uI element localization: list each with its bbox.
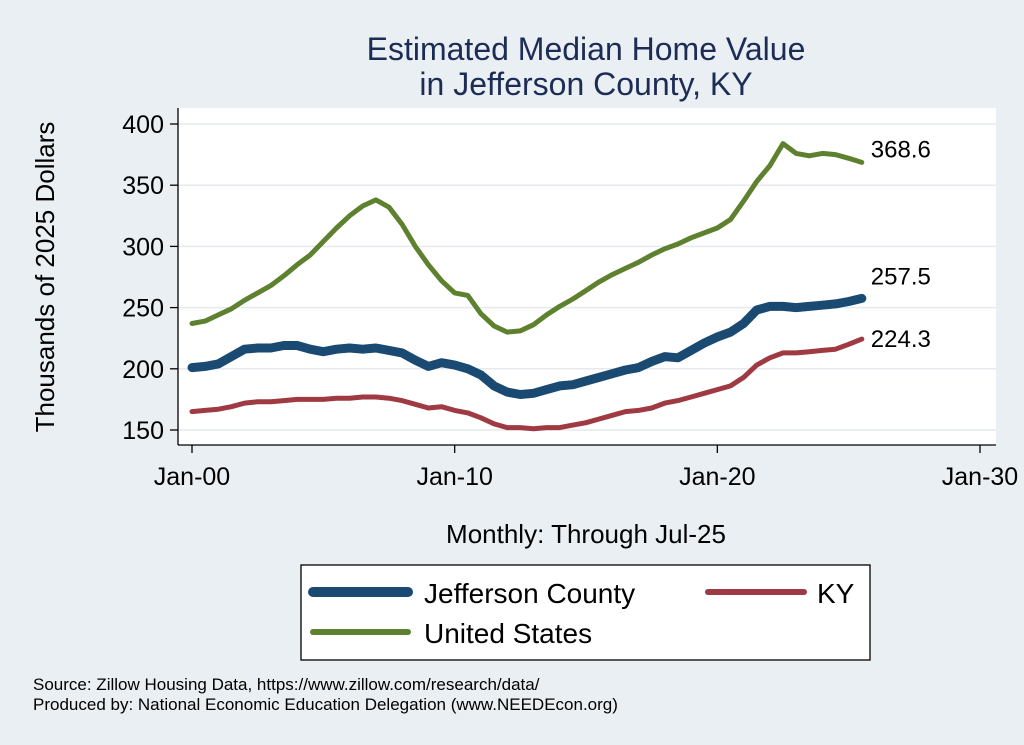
end-labels: 257.5 224.3 368.6 <box>871 136 931 353</box>
x-tick-label-jan-00: Jan-00 <box>154 463 230 491</box>
series-line-united-states <box>189 141 865 335</box>
chart-title-line-2: in Jefferson County, KY <box>419 66 752 102</box>
legend-box <box>300 564 871 661</box>
series-layer <box>187 141 867 432</box>
y-tick-label-400: 400 <box>122 111 164 139</box>
legend: Jefferson County KY United States <box>300 564 871 661</box>
gridlines <box>178 123 996 431</box>
legend-label-united-states: United States <box>424 618 592 649</box>
y-axis-title: Thousands of 2025 Dollars <box>30 122 60 433</box>
series-line-jefferson-county <box>187 293 867 399</box>
x-tick-label-jan-20: Jan-20 <box>679 463 755 491</box>
chart-title-line-1: Estimated Median Home Value <box>367 31 806 67</box>
x-axis-ticks: Jan-00 Jan-10 Jan-20 Jan-30 <box>154 445 1018 491</box>
y-tick-label-150: 150 <box>122 417 164 445</box>
end-label-united-states: 368.6 <box>871 136 931 163</box>
end-label-ky: 224.3 <box>871 326 931 353</box>
legend-label-jefferson-county: Jefferson County <box>424 578 635 609</box>
legend-label-ky: KY <box>817 578 855 609</box>
y-tick-label-300: 300 <box>122 233 164 261</box>
y-axis-ticks: 150 200 250 300 350 400 <box>122 111 178 445</box>
y-tick-label-350: 350 <box>122 172 164 200</box>
end-label-jefferson-county: 257.5 <box>871 263 931 290</box>
x-tick-label-jan-10: Jan-10 <box>416 463 492 491</box>
producer-note: Produced by: National Economic Education… <box>33 695 618 714</box>
y-tick-label-250: 250 <box>122 295 164 323</box>
x-axis-title: Monthly: Through Jul-25 <box>446 519 726 549</box>
x-tick-label-jan-30: Jan-30 <box>942 463 1018 491</box>
series-line-ky <box>189 336 865 432</box>
source-note: Source: Zillow Housing Data, https://www… <box>33 675 540 694</box>
y-tick-label-200: 200 <box>122 356 164 384</box>
